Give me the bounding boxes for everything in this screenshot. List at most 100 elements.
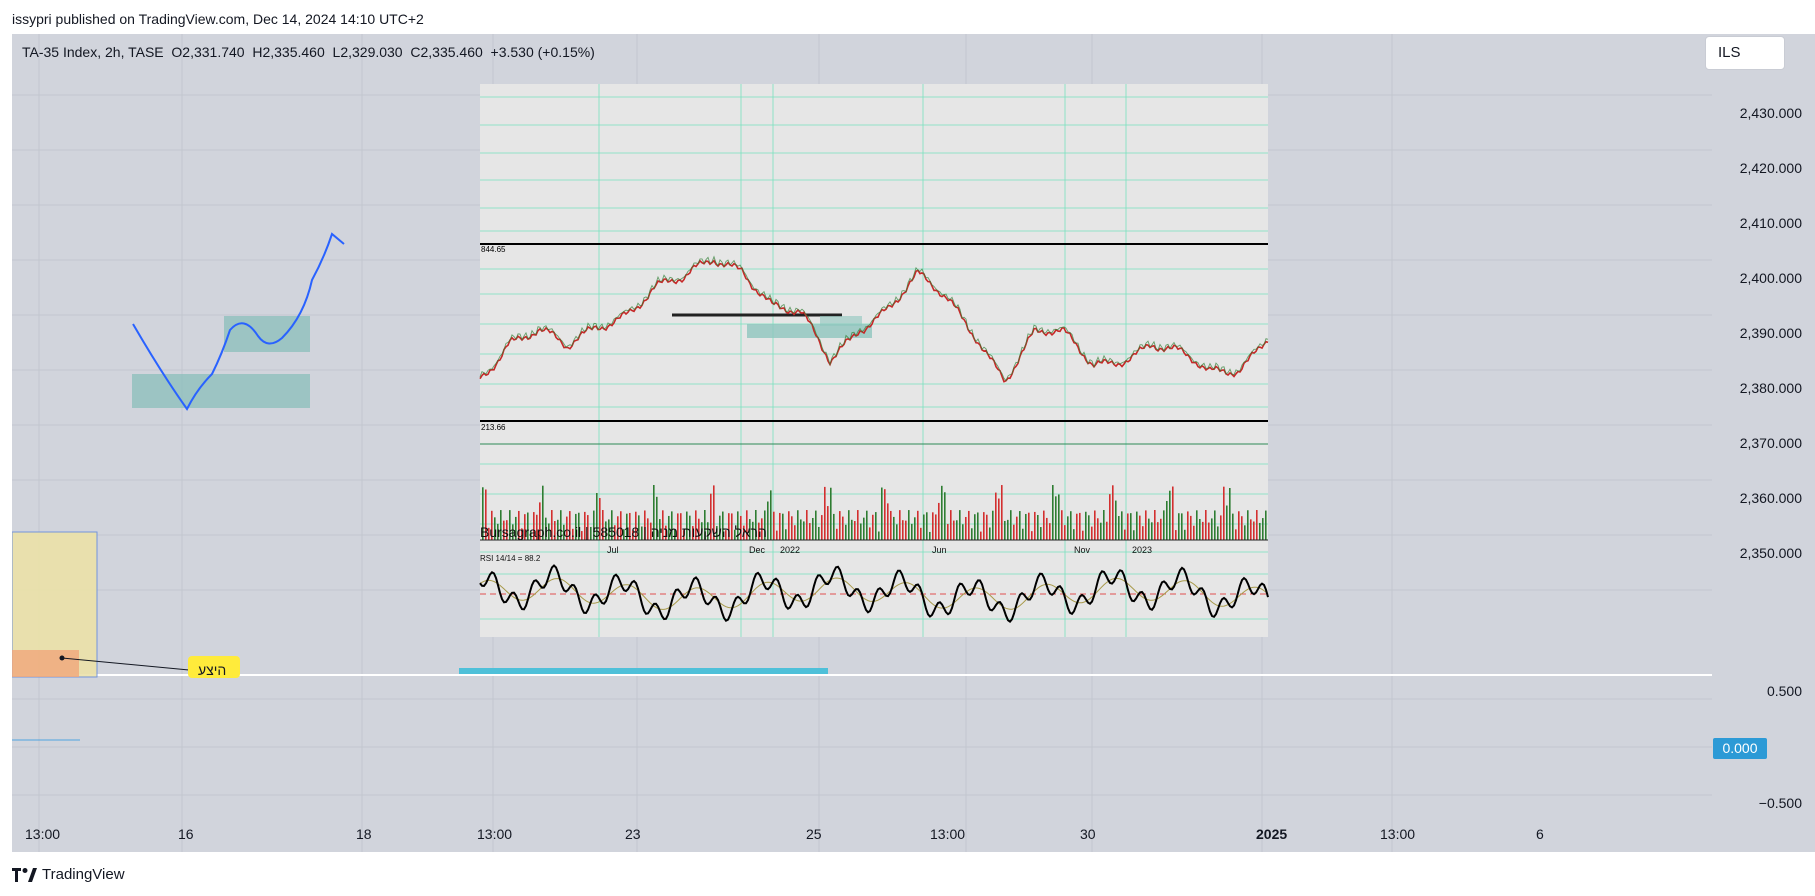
volume-bar [818, 526, 820, 540]
volume-bar [1223, 486, 1225, 540]
volume-bar [668, 515, 670, 540]
demand-zone-lower[interactable] [132, 374, 310, 408]
volume-bar [686, 511, 688, 540]
volume-bar [587, 515, 589, 540]
embedded-rsi-line [479, 564, 1269, 623]
volume-bar [488, 527, 490, 540]
volume-bar [731, 513, 733, 540]
volume-bar [1034, 511, 1036, 540]
volume-bar [1118, 516, 1120, 540]
volume-bar [1073, 529, 1075, 540]
horizontal-ray[interactable] [459, 668, 828, 674]
volume-bar [584, 511, 586, 540]
volume-bar [1157, 522, 1159, 540]
volume-bar [1190, 515, 1192, 540]
currency-selector[interactable]: ILS [1705, 36, 1785, 70]
volume-bar [1244, 525, 1246, 540]
volume-bar [773, 511, 775, 540]
volume-bar [794, 525, 796, 540]
volume-bar [1088, 515, 1090, 540]
volume-bar [569, 511, 571, 540]
volume-bar [1166, 500, 1168, 540]
volume-bar [1097, 518, 1099, 540]
volume-bar [623, 529, 625, 540]
volume-bar [1121, 511, 1123, 540]
volume-bar [908, 510, 910, 540]
volume-bar [860, 523, 862, 540]
volume-bar [1004, 520, 1006, 540]
volume-bar [788, 511, 790, 540]
demand-zone-upper[interactable] [224, 316, 310, 352]
symbol-legend[interactable]: TA-35 Index, 2h, TASE O2,331.740 H2,335.… [22, 44, 595, 60]
volume-bar [989, 527, 991, 540]
volume-bar [950, 510, 952, 540]
volume-bar [746, 510, 748, 540]
projected-path-drawing[interactable] [132, 232, 345, 411]
volume-bar [560, 510, 562, 540]
volume-bar [758, 522, 760, 540]
volume-bar [1049, 523, 1051, 540]
volume-bar [662, 510, 664, 540]
volume-bar [1241, 516, 1243, 540]
volume-bar [737, 511, 739, 540]
volume-bar [659, 519, 661, 540]
volume-bar [965, 516, 967, 540]
volume-bar [1124, 529, 1126, 540]
volume-bar [872, 514, 874, 540]
volume-bar [953, 520, 955, 540]
volume-bar [1211, 518, 1213, 540]
note-callout[interactable] [188, 656, 240, 678]
volume-bar [641, 526, 643, 540]
volume-bar [803, 521, 805, 540]
volume-bar [1001, 485, 1003, 540]
volume-bar [710, 493, 712, 540]
volume-bar [992, 510, 994, 540]
volume-bar [482, 487, 484, 540]
volume-bar [893, 516, 895, 540]
price-axis-label: 2,400.000 [1739, 270, 1802, 286]
volume-bar [1235, 529, 1237, 540]
embedded-month-labels: Jul Dec 2022 Jun Nov 2023 [607, 545, 1152, 555]
volume-bar [575, 513, 577, 540]
chart-pane[interactable]: היצע 844.65 213.66 Bursagraph.co.il | 58… [12, 34, 1712, 852]
price-axis[interactable] [1712, 34, 1815, 852]
tradingview-brand[interactable]: TradingView [12, 866, 125, 883]
volume-bar [902, 520, 904, 540]
time-axis-label: 2025 [1256, 826, 1288, 842]
volume-bar [572, 528, 574, 540]
volume-bar [557, 519, 559, 540]
volume-bar [635, 511, 637, 540]
volume-bar [1250, 519, 1252, 540]
volume-bar [887, 503, 889, 540]
volume-bar [1127, 513, 1129, 540]
volume-bar [857, 510, 859, 540]
brand-name: TradingView [42, 866, 125, 883]
volume-bar [1160, 518, 1162, 540]
volume-bar [830, 487, 832, 540]
volume-bar [854, 521, 856, 540]
volume-bar [554, 521, 556, 540]
volume-bar [956, 520, 958, 540]
volume-bar [995, 492, 997, 540]
volume-bar [1163, 510, 1165, 540]
volume-bar [1205, 510, 1207, 540]
volume-bar [1265, 510, 1267, 540]
volume-bar [674, 529, 676, 540]
volume-bar [845, 524, 847, 540]
volume-bar [905, 520, 907, 540]
volume-bar [1238, 511, 1240, 540]
supply-zone-inner[interactable] [12, 650, 79, 677]
volume-bar [1262, 518, 1264, 540]
volume-bar [1031, 531, 1033, 540]
volume-bar [725, 530, 727, 540]
chart-canvas: היצע 844.65 213.66 Bursagraph.co.il | 58… [12, 34, 1712, 852]
volume-bar [1067, 516, 1069, 540]
volume-bar [878, 531, 880, 540]
volume-bar [812, 517, 814, 540]
embedded-chart-image[interactable]: 844.65 213.66 Bursagraph.co.il | 585018 … [479, 84, 1269, 637]
volume-bar [1064, 525, 1066, 540]
volume-bar [1217, 526, 1219, 540]
volume-bar [1202, 521, 1204, 540]
price-axis-label: 2,410.000 [1739, 215, 1802, 231]
volume-bar [935, 514, 937, 540]
